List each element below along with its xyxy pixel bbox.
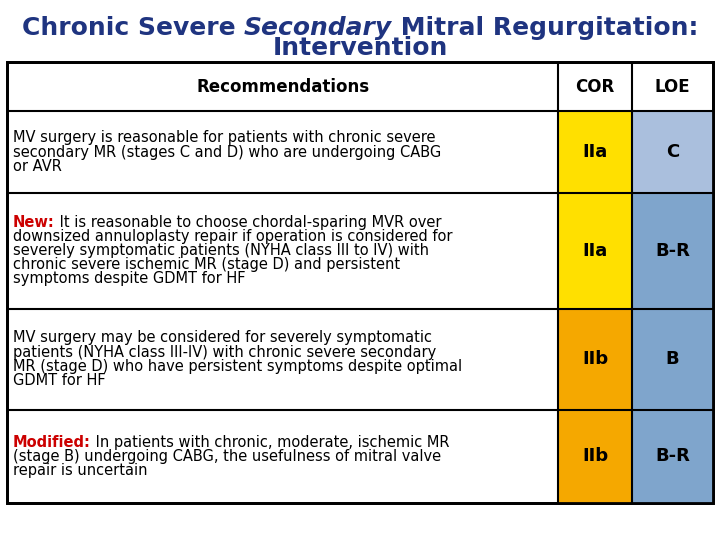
Text: severely symptomatic patients (NYHA class III to IV) with: severely symptomatic patients (NYHA clas… <box>13 243 429 258</box>
Bar <box>7 62 713 503</box>
Text: It is reasonable to choose chordal-sparing MVR over: It is reasonable to choose chordal-spari… <box>55 215 441 230</box>
Text: MV surgery may be considered for severely symptomatic: MV surgery may be considered for severel… <box>13 330 432 346</box>
Text: IIb: IIb <box>582 448 608 465</box>
Text: Modified:: Modified: <box>13 435 91 450</box>
Text: symptoms despite GDMT for HF: symptoms despite GDMT for HF <box>13 272 246 287</box>
Text: B: B <box>666 350 679 368</box>
Text: (stage B) undergoing CABG, the usefulness of mitral valve: (stage B) undergoing CABG, the usefulnes… <box>13 449 441 464</box>
Text: Recommendations: Recommendations <box>196 78 369 96</box>
Text: chronic severe ischemic MR (stage D) and persistent: chronic severe ischemic MR (stage D) and… <box>13 258 400 272</box>
Text: LOE: LOE <box>654 78 690 96</box>
Text: Mitral Regurgitation:: Mitral Regurgitation: <box>392 16 698 40</box>
Bar <box>632 111 713 193</box>
Text: Secondary: Secondary <box>244 16 392 40</box>
Text: New:: New: <box>13 215 55 230</box>
Text: MR (stage D) who have persistent symptoms despite optimal: MR (stage D) who have persistent symptom… <box>13 359 462 374</box>
Text: B-R: B-R <box>655 241 690 260</box>
Text: Intervention: Intervention <box>272 36 448 59</box>
Text: secondary MR (stages C and D) who are undergoing CABG: secondary MR (stages C and D) who are un… <box>13 145 441 159</box>
Text: repair is uncertain: repair is uncertain <box>13 463 148 478</box>
Bar <box>632 410 713 503</box>
Text: IIa: IIa <box>582 143 608 161</box>
Text: C: C <box>666 143 679 161</box>
Text: IIa: IIa <box>582 241 608 260</box>
Bar <box>632 308 713 410</box>
Bar <box>632 193 713 308</box>
Text: B-R: B-R <box>655 448 690 465</box>
Text: Chronic Severe: Chronic Severe <box>22 16 244 40</box>
Text: or AVR: or AVR <box>13 159 62 174</box>
Text: downsized annuloplasty repair if operation is considered for: downsized annuloplasty repair if operati… <box>13 229 452 244</box>
Text: COR: COR <box>575 78 615 96</box>
Text: patients (NYHA class III-IV) with chronic severe secondary: patients (NYHA class III-IV) with chroni… <box>13 345 436 360</box>
Text: GDMT for HF: GDMT for HF <box>13 373 106 388</box>
Bar <box>558 193 632 308</box>
Bar <box>7 62 713 503</box>
Text: In patients with chronic, moderate, ischemic MR: In patients with chronic, moderate, isch… <box>91 435 449 450</box>
Text: IIb: IIb <box>582 350 608 368</box>
Bar <box>558 111 632 193</box>
Bar <box>558 308 632 410</box>
Bar <box>558 410 632 503</box>
Text: MV surgery is reasonable for patients with chronic severe: MV surgery is reasonable for patients wi… <box>13 130 436 145</box>
